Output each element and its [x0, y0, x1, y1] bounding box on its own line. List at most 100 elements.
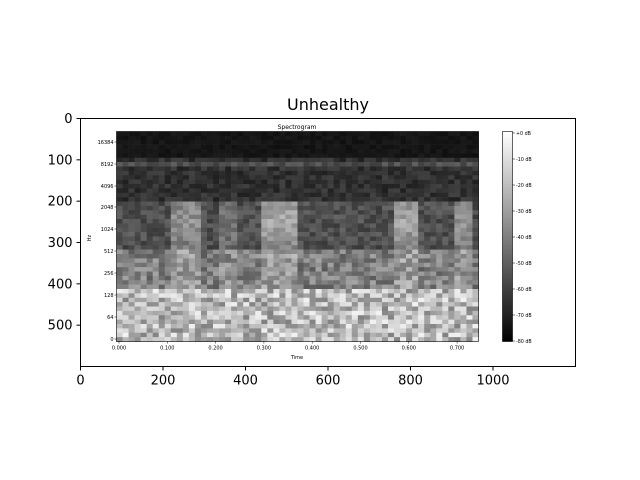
spectrogram-cell — [333, 297, 341, 303]
spectrogram-cell — [351, 232, 359, 237]
spectrogram-cell — [219, 227, 226, 233]
spectrogram-cell — [273, 262, 280, 268]
spectrogram-cell — [369, 227, 377, 233]
spectrogram-cell — [170, 201, 178, 207]
spectrogram-cell — [116, 210, 123, 215]
spectrogram-cell — [140, 149, 147, 154]
spectrogram-cell — [369, 306, 377, 312]
spectrogram-cell — [122, 271, 129, 277]
spectrogram-cell — [472, 201, 479, 207]
spectrogram-x-tick-label: 0.100 — [160, 346, 174, 352]
spectrogram-cell — [442, 227, 449, 233]
spectrogram-cell — [375, 275, 383, 281]
spectrogram-cell — [273, 144, 280, 150]
spectrogram-cell — [315, 284, 322, 290]
spectrogram-cell — [412, 162, 419, 167]
spectrogram-cell — [194, 149, 202, 154]
spectrogram-cell — [388, 144, 395, 150]
spectrogram-cell — [188, 284, 196, 290]
spectrogram-cell — [152, 227, 160, 233]
spectrogram-cell — [164, 236, 172, 242]
spectrogram-cell — [400, 232, 407, 237]
spectrogram-cell — [424, 192, 431, 198]
spectrogram-cell — [243, 297, 250, 303]
spectrogram-cell — [454, 254, 461, 259]
spectrogram-cell — [267, 337, 274, 342]
spectrogram-cell — [309, 188, 316, 194]
spectrogram-cell — [122, 315, 129, 320]
spectrogram-cell — [472, 267, 479, 272]
spectrogram-cell — [327, 192, 334, 198]
spectrogram-cell — [188, 205, 196, 211]
spectrogram-cell — [213, 262, 220, 268]
spectrogram-cell — [164, 135, 172, 141]
spectrogram-cell — [158, 162, 166, 167]
spectrogram-cell — [122, 201, 129, 207]
spectrogram-cell — [339, 258, 347, 264]
spectrogram-cell — [267, 188, 274, 194]
spectrogram-cell — [442, 201, 449, 207]
spectrogram-cell — [279, 144, 286, 150]
spectrogram-cell — [424, 267, 431, 272]
spectrogram-cell — [291, 188, 298, 194]
spectrogram-cell — [207, 184, 214, 189]
spectrogram-cell — [255, 179, 262, 185]
spectrogram-cell — [448, 315, 455, 320]
spectrogram-cell — [345, 302, 353, 307]
spectrogram-cell — [394, 205, 401, 211]
spectrogram-cell — [418, 166, 425, 172]
spectrogram-cell — [261, 267, 268, 272]
spectrogram-cell — [285, 332, 292, 338]
spectrogram-cell — [122, 153, 129, 159]
spectrogram-cell — [285, 214, 292, 220]
spectrogram-cell — [146, 328, 153, 334]
spectrogram-cell — [321, 275, 328, 281]
spectrogram-cell — [406, 192, 413, 198]
spectrogram-cell — [164, 319, 172, 325]
spectrogram-cell — [442, 267, 449, 272]
spectrogram-cell — [291, 297, 298, 303]
spectrogram-cell — [466, 162, 473, 167]
spectrogram-cell — [194, 214, 202, 220]
spectrogram-cell — [394, 240, 401, 246]
spectrogram-cell — [285, 210, 292, 215]
spectrogram-cell — [369, 162, 377, 167]
spectrogram-cell — [466, 254, 473, 259]
spectrogram-cell — [436, 302, 443, 307]
spectrogram-cell — [164, 175, 172, 180]
spectrogram-cell — [243, 135, 250, 141]
spectrogram-cell — [327, 319, 334, 325]
spectrogram-cell — [200, 245, 208, 250]
spectrogram-cell — [418, 271, 425, 277]
spectrogram-cell — [442, 210, 449, 215]
spectrogram-cell — [369, 184, 377, 189]
spectrogram-cell — [412, 153, 419, 159]
spectrogram-cell — [388, 324, 395, 329]
spectrogram-cell — [436, 254, 443, 259]
spectrogram-cell — [146, 188, 153, 194]
spectrogram-cell — [176, 271, 184, 277]
spectrogram-cell — [406, 188, 413, 194]
spectrogram-cell — [194, 258, 202, 264]
spectrogram-cell — [369, 302, 377, 307]
spectrogram-cell — [273, 240, 280, 246]
spectrogram-cell — [188, 131, 196, 137]
spectrogram-cell — [164, 205, 172, 211]
spectrogram-cell — [315, 192, 322, 198]
spectrogram-cell — [357, 328, 365, 334]
spectrogram-cell — [219, 271, 226, 277]
spectrogram-cell — [460, 275, 467, 281]
spectrogram-cell — [375, 205, 383, 211]
spectrogram-cell — [225, 267, 232, 272]
spectrogram-cell — [309, 140, 316, 145]
spectrogram-cell — [412, 315, 419, 320]
spectrogram-cell — [339, 297, 347, 303]
spectrogram-cell — [315, 144, 322, 150]
spectrogram-cell — [309, 324, 316, 329]
spectrogram-cell — [194, 131, 202, 137]
spectrogram-cell — [436, 310, 443, 316]
spectrogram-cell — [388, 258, 395, 264]
spectrogram-cell — [418, 249, 425, 255]
spectrogram-cell — [128, 306, 135, 312]
spectrogram-cell — [357, 254, 365, 259]
